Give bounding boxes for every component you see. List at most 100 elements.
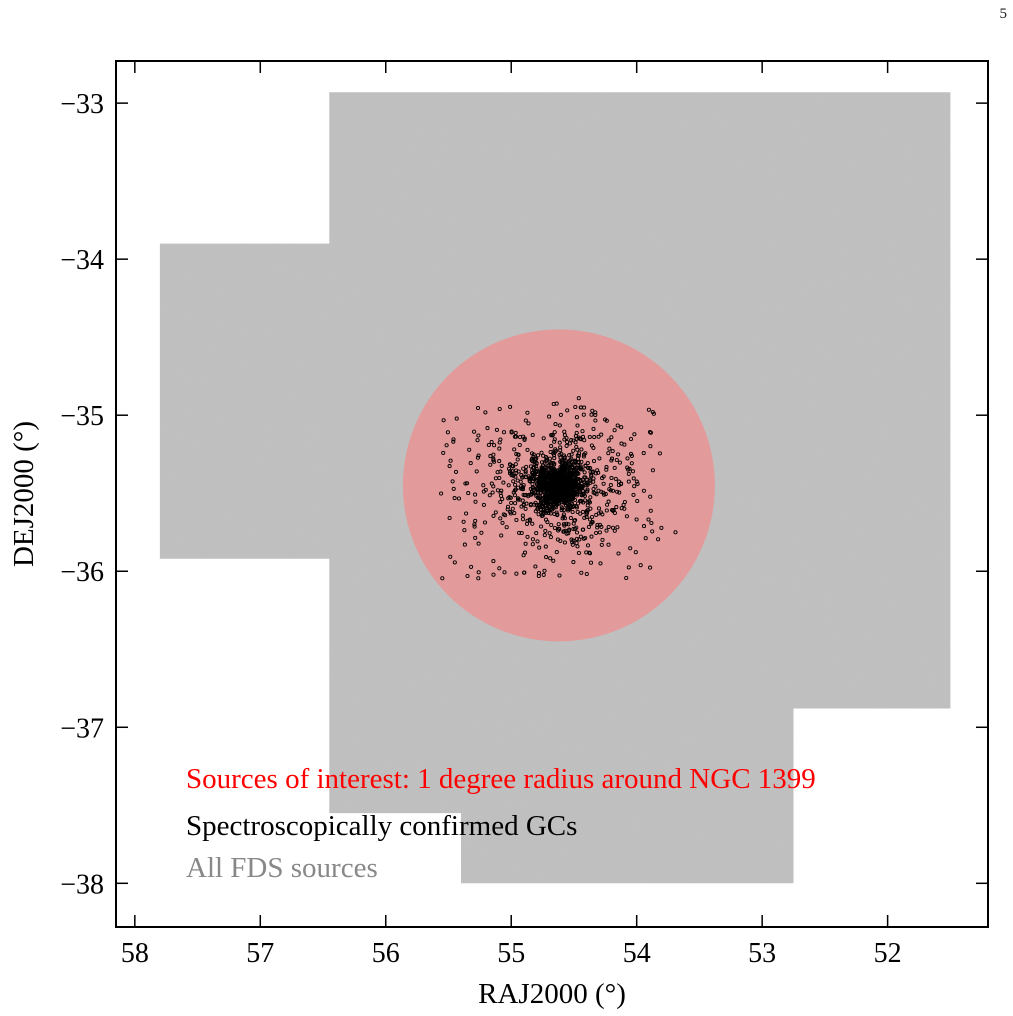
gc-point (583, 463, 588, 469)
gc-point (600, 537, 605, 542)
gc-point (564, 503, 569, 508)
gc-point (659, 525, 664, 530)
gc-point (530, 486, 535, 491)
gc-point (610, 449, 615, 454)
gc-point (581, 412, 586, 417)
gc-point (530, 468, 535, 473)
gc-point (542, 533, 547, 538)
gc-point (589, 474, 594, 479)
gc-point (631, 492, 636, 497)
gc-point (520, 498, 525, 503)
gc-point (518, 479, 523, 484)
gc-point (581, 489, 586, 494)
gc-point (542, 460, 547, 465)
gc-point (494, 427, 499, 432)
gc-point (558, 538, 563, 543)
y-tick-label: −33 (60, 89, 104, 120)
page-number: 5 (999, 6, 1008, 22)
gc-point (537, 545, 542, 550)
gc-point (603, 417, 608, 422)
gc-point (578, 534, 583, 539)
gc-point (552, 430, 557, 435)
gc-point (564, 473, 569, 478)
gc-point (560, 506, 565, 511)
gc-point (447, 515, 452, 521)
gc-point (650, 468, 655, 473)
gc-point (609, 458, 614, 463)
gc-point (533, 457, 538, 462)
gc-point (505, 504, 511, 509)
gc-point (570, 492, 575, 497)
gc-point (452, 560, 457, 565)
gc-point (617, 460, 622, 465)
gc-point (535, 469, 540, 475)
gc-point (618, 482, 624, 487)
gc-point (451, 439, 456, 444)
gc-point (474, 469, 479, 474)
y-tick-label: −34 (60, 245, 104, 276)
gc-point (588, 495, 593, 500)
gc-point (551, 466, 556, 472)
gc-point (567, 453, 572, 458)
y-tick-label: −38 (60, 869, 104, 900)
gc-point (584, 515, 589, 520)
gc-point (475, 455, 480, 460)
gc-point (473, 535, 478, 540)
gc-point (554, 476, 559, 481)
gc-point (558, 496, 564, 501)
gc-point (519, 473, 524, 478)
gc-point (521, 483, 526, 488)
gc-point (613, 476, 618, 481)
gc-point (580, 467, 585, 472)
gc-point (488, 462, 493, 467)
gc-point (587, 550, 592, 555)
gc-point (441, 450, 446, 455)
gc-point (582, 475, 587, 480)
gc-point (485, 426, 490, 431)
gc-point (631, 476, 636, 481)
gc-point (594, 530, 599, 536)
gc-point (614, 457, 619, 463)
gc-point (557, 573, 562, 578)
gc-point (585, 543, 591, 548)
gc-point (588, 480, 593, 485)
gc-point (673, 530, 678, 535)
x-tick-label: 53 (748, 938, 776, 969)
gc-point (531, 491, 536, 496)
gc-point (464, 511, 469, 516)
gc-point (571, 560, 576, 565)
gc-point (604, 528, 609, 533)
x-tick-label: 58 (121, 938, 149, 969)
gc-point (520, 513, 525, 518)
gc-point (589, 443, 594, 448)
gc-point (625, 456, 630, 461)
gc-point (535, 539, 540, 544)
gc-point (467, 447, 472, 452)
gc-point (656, 537, 661, 542)
gc-point (558, 448, 563, 453)
gc-point (606, 451, 611, 456)
gc-point (541, 489, 547, 494)
gc-point (525, 410, 530, 415)
gc-point (641, 451, 646, 456)
gc-point (593, 484, 598, 489)
gc-point (521, 466, 526, 471)
gc-point (451, 486, 456, 491)
gc-point (567, 470, 572, 475)
gc-point (491, 458, 496, 463)
gc-point (597, 530, 602, 535)
gc-point (514, 571, 519, 576)
gc-point (604, 465, 609, 470)
gc-point (585, 461, 590, 466)
gc-point (634, 479, 639, 484)
gc-point (509, 429, 514, 434)
gc-point (589, 520, 594, 525)
gc-point (641, 524, 647, 529)
gc-point (591, 476, 596, 481)
gc-point (568, 515, 573, 521)
gc-point (603, 492, 608, 497)
gc-point (523, 506, 528, 511)
gc-point (486, 442, 491, 448)
gc-point (557, 440, 562, 445)
gc-point (510, 506, 515, 511)
